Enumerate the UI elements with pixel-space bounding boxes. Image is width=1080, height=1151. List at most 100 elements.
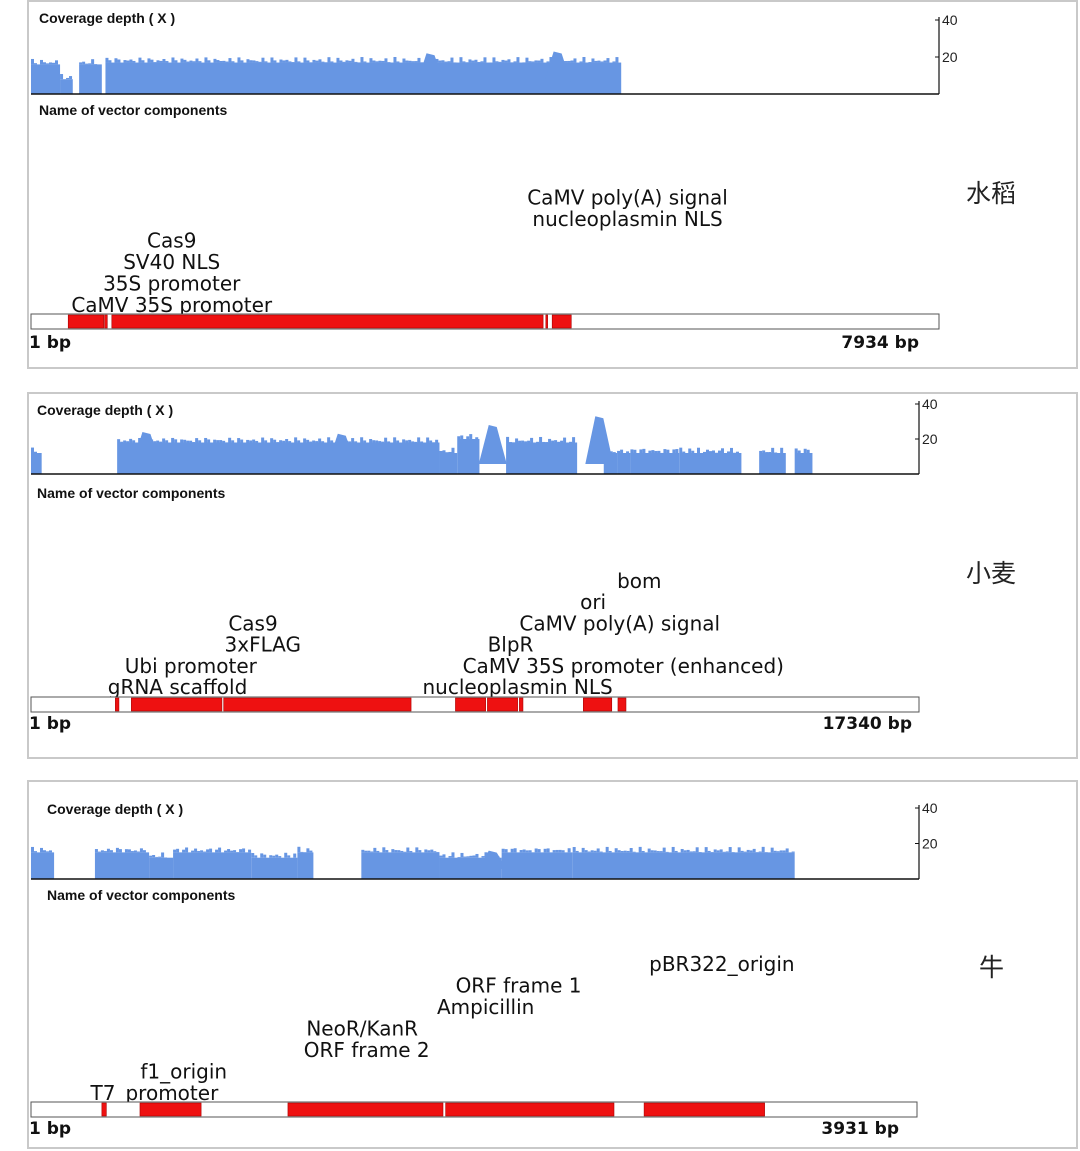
coverage-noise <box>590 850 594 853</box>
coverage-noise <box>297 61 301 63</box>
feature-label: ORF frame 2 <box>304 1038 430 1062</box>
coverage-noise <box>451 447 455 453</box>
coverage-noise <box>765 452 769 453</box>
coverage-noise <box>195 58 199 63</box>
coverage-noise <box>363 440 367 443</box>
coverage-noise <box>186 61 190 63</box>
coverage-noise <box>466 856 470 858</box>
coverage-noise <box>288 441 292 443</box>
coverage-panel-rice: Coverage depth ( X ) 20 40 Name of vector c… <box>27 0 1078 369</box>
coverage-noise <box>492 57 496 63</box>
coverage-noise <box>294 437 298 443</box>
coverage-noise <box>466 436 470 439</box>
coverage-noise <box>391 849 395 853</box>
coverage-bar <box>501 852 573 879</box>
coverage-noise <box>439 450 443 453</box>
coverage-noise <box>242 848 246 853</box>
coverage-bar <box>794 453 813 474</box>
coverage-noise <box>251 853 255 858</box>
coverage-noise <box>794 448 798 453</box>
coverage-noise <box>451 852 455 858</box>
coverage-noise <box>138 57 142 63</box>
coverage-noise <box>198 440 202 443</box>
coverage-noise <box>174 439 178 443</box>
coverage-panel-wheat: Coverage depth ( X ) 20 40 Name of vector c… <box>27 392 1078 759</box>
coverage-peak <box>543 51 572 84</box>
coverage-noise <box>165 440 169 443</box>
coverage-noise <box>127 849 131 853</box>
coverage-peak <box>327 433 356 464</box>
coverage-noise <box>354 61 358 63</box>
coverage-bar <box>297 852 314 879</box>
vector-feature <box>131 697 223 712</box>
coverage-noise <box>552 850 556 853</box>
coverage-noise <box>306 60 310 63</box>
coverage-bar <box>697 453 742 474</box>
coverage-peak <box>585 416 614 464</box>
coverage-noise <box>261 57 265 63</box>
coverage-noise <box>675 449 679 453</box>
y-tick-label: 40 <box>922 396 938 412</box>
coverage-noise <box>758 851 762 853</box>
coverage-bar <box>31 64 61 94</box>
coverage-noise <box>31 58 34 65</box>
feature-label: f1_origin <box>140 1060 227 1084</box>
coverage-noise <box>66 77 70 80</box>
coverage-noise <box>402 58 406 63</box>
feature-label: Cas9 <box>147 229 196 253</box>
coverage-noise <box>484 852 488 858</box>
coverage-noise <box>433 851 437 853</box>
feature-label: 3xFLAG <box>225 633 302 657</box>
coverage-noise <box>620 850 624 853</box>
coverage-noise <box>218 847 222 853</box>
coverage-noise <box>469 434 473 439</box>
coverage-noise <box>118 849 122 853</box>
coverage-noise <box>501 848 505 853</box>
coverage-peak <box>132 432 161 464</box>
coverage-peak <box>416 53 445 84</box>
coverage-noise <box>246 59 250 63</box>
coverage-noise <box>155 856 159 858</box>
coverage-noise <box>629 848 633 853</box>
feature-label: Ampicillin <box>437 995 534 1019</box>
coverage-noise <box>254 855 258 858</box>
feature-label: T7_promoter <box>90 1081 220 1105</box>
coverage-noise <box>462 61 466 63</box>
coverage-noise <box>409 851 413 853</box>
coverage-noise <box>174 60 178 63</box>
coverage-noise <box>315 60 319 63</box>
coverage-noise <box>282 440 286 443</box>
start-bp-label: 1 bp <box>29 333 71 353</box>
coverage-noise <box>641 850 645 853</box>
coverage-noise <box>448 856 452 858</box>
coverage-noise <box>161 852 165 858</box>
coverage-noise <box>285 439 289 443</box>
coverage-noise <box>197 851 201 853</box>
coverage-noise <box>414 61 418 63</box>
coverage-noise <box>55 60 58 65</box>
coverage-noise <box>31 447 34 453</box>
vector-feature <box>455 697 486 712</box>
coverage-noise <box>279 440 283 443</box>
coverage-noise <box>567 848 571 853</box>
coverage-noise <box>195 438 199 443</box>
vector-feature <box>111 314 544 329</box>
coverage-noise <box>342 61 346 63</box>
coverage-noise <box>82 61 86 65</box>
coverage-noise <box>158 856 162 858</box>
coverage-noise <box>587 851 591 853</box>
coverage-noise <box>159 441 163 443</box>
coverage-noise <box>439 855 443 858</box>
coverage-noise <box>207 439 211 443</box>
coverage-noise <box>504 60 508 63</box>
coverage-noise <box>791 851 795 853</box>
coverage-noise <box>381 441 385 443</box>
coverage-noise <box>91 59 95 65</box>
vector-feature <box>101 1102 107 1117</box>
feature-label: Ubi promoter <box>125 654 258 678</box>
coverage-noise <box>103 851 107 853</box>
coverage-noise <box>393 437 397 443</box>
y-tick-label: 20 <box>922 431 938 447</box>
coverage-noise <box>182 849 186 853</box>
coverage-noise <box>156 60 160 63</box>
